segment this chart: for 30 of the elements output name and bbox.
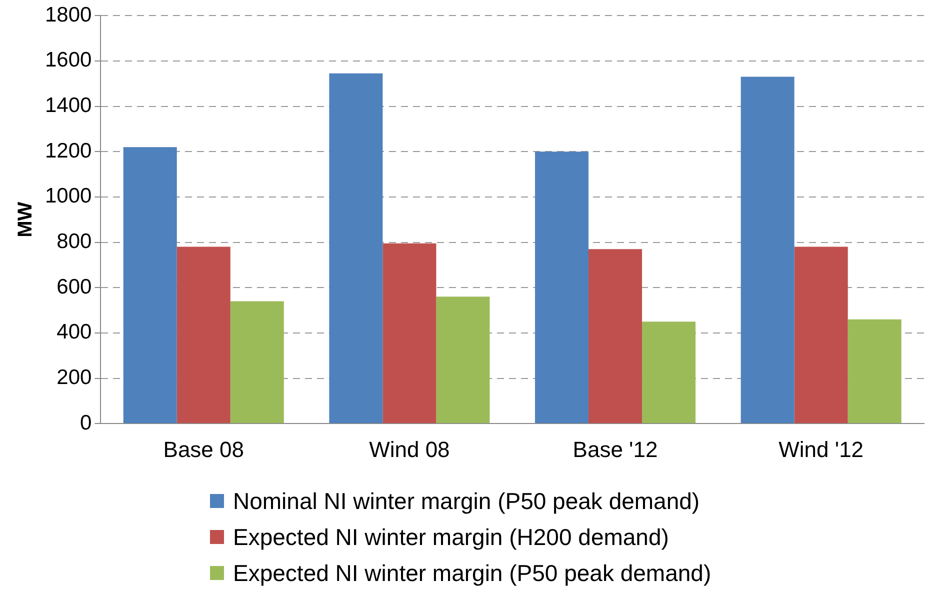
bar bbox=[382, 243, 436, 424]
y-tick-label: 1000 bbox=[45, 184, 92, 208]
bar bbox=[794, 246, 848, 424]
x-tick-label: Wind 08 bbox=[369, 436, 450, 462]
x-tick-label: Base 08 bbox=[163, 436, 244, 462]
y-tick-label: 200 bbox=[56, 366, 92, 390]
y-tick-label: 800 bbox=[56, 230, 92, 254]
bar bbox=[329, 73, 383, 424]
y-axis-title: MW bbox=[14, 202, 37, 238]
x-tick-label: Wind '12 bbox=[778, 436, 864, 462]
y-tick-label: 1400 bbox=[45, 94, 92, 118]
bar bbox=[230, 301, 284, 424]
bar bbox=[176, 246, 230, 424]
bar bbox=[642, 322, 696, 424]
bar bbox=[436, 296, 490, 424]
legend-label: Expected NI winter margin (H200 demand) bbox=[233, 523, 669, 552]
y-tick-label: 1200 bbox=[45, 139, 92, 162]
y-tick-label: 400 bbox=[56, 320, 92, 344]
y-tick-label: 1800 bbox=[45, 3, 92, 26]
legend-label: Nominal NI winter margin (P50 peak demand) bbox=[233, 487, 700, 516]
bar bbox=[588, 249, 642, 424]
y-tick-label: 600 bbox=[56, 275, 92, 298]
legend-label: Expected NI winter margin (P50 peak demand) bbox=[233, 559, 712, 588]
bar bbox=[848, 319, 902, 424]
y-tick-label: 0 bbox=[80, 411, 92, 434]
y-tick-label: 1600 bbox=[45, 48, 92, 72]
bar bbox=[123, 147, 177, 424]
bar bbox=[535, 152, 589, 424]
bar bbox=[740, 76, 794, 424]
x-tick-label: Base '12 bbox=[572, 436, 658, 462]
